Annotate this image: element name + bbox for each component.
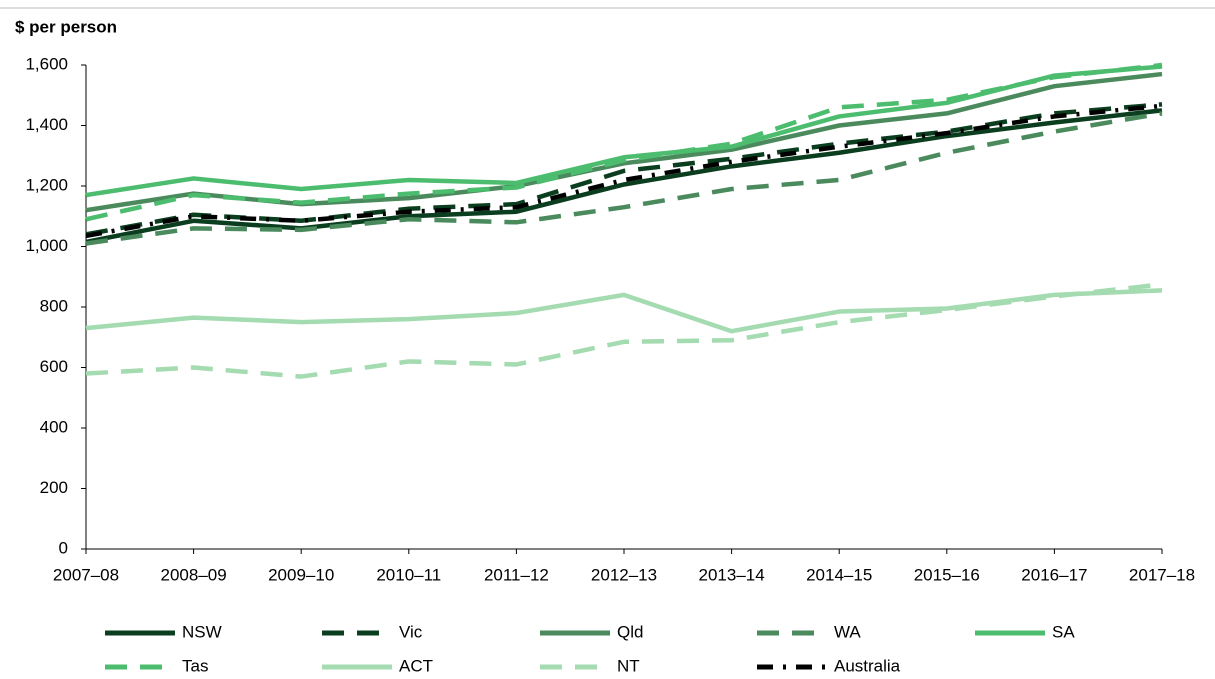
series-line (85, 62, 1163, 222)
y-tick-label: 1,000 (25, 236, 68, 255)
legend-label: Vic (399, 622, 423, 641)
series-line (85, 282, 1163, 379)
y-tick-label: 1,400 (25, 115, 68, 134)
y-tick-label: 0 (59, 538, 68, 557)
x-tick-label: 2017–18 (1129, 565, 1195, 584)
legend-label: WA (834, 622, 861, 641)
y-tick-label: 600 (40, 357, 68, 376)
series-line (85, 288, 1163, 334)
x-tick-label: 2011–12 (484, 565, 549, 584)
series-line (85, 103, 1163, 239)
x-tick-label: 2009–10 (268, 565, 334, 584)
legend-label: ACT (399, 656, 433, 675)
y-tick-label: 1,600 (25, 54, 68, 73)
legend-label: Tas (182, 656, 208, 675)
x-tick-label: 2008–09 (161, 565, 227, 584)
legend-label: SA (1052, 622, 1075, 641)
y-tick-label: 400 (40, 417, 68, 436)
y-axis-title: $ per person (15, 17, 117, 36)
x-tick-label: 2016–17 (1021, 565, 1087, 584)
x-tick-label: 2010–11 (376, 565, 441, 584)
legend-label: NSW (182, 622, 222, 641)
legend-label: NT (617, 656, 640, 675)
legend-label: Qld (617, 622, 643, 641)
y-tick-label: 1,200 (25, 175, 68, 194)
series-line (85, 111, 1163, 246)
series-line (85, 108, 1163, 245)
x-tick-label: 2012–13 (591, 565, 657, 584)
x-tick-label: 2013–14 (699, 565, 765, 584)
legend-label: Australia (834, 656, 901, 675)
x-tick-label: 2015–16 (914, 565, 980, 584)
y-tick-label: 200 (40, 478, 68, 497)
series-line (85, 102, 1163, 237)
y-tick-label: 800 (40, 296, 68, 315)
x-tick-label: 2007–08 (53, 565, 119, 584)
x-tick-label: 2014–15 (806, 565, 872, 584)
